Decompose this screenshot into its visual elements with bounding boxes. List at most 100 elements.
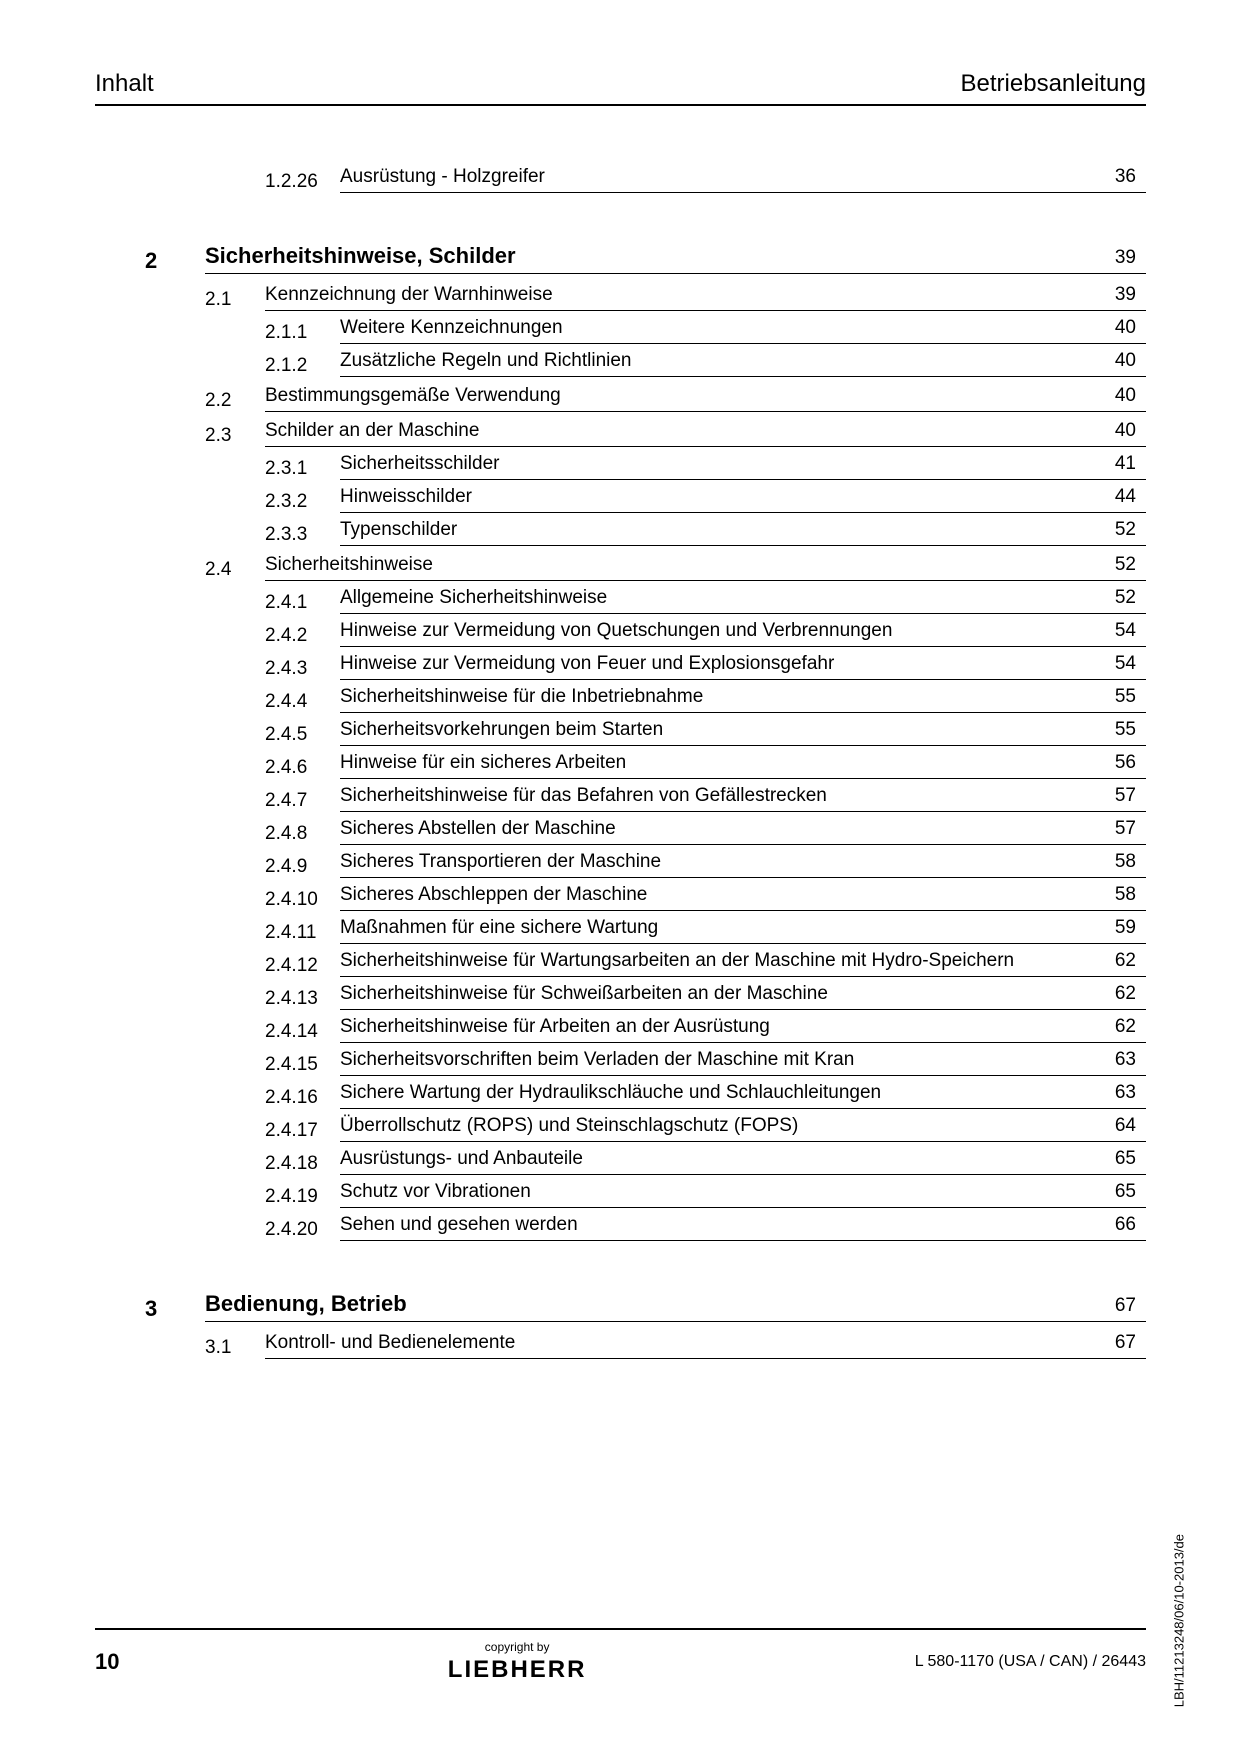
toc-chapter-page: 39 (1115, 247, 1136, 269)
toc-sub-title: Sicheres Transportieren der Maschine (340, 851, 681, 873)
toc-section-title: Kontroll- und Bedienelemente (265, 1332, 535, 1354)
toc-sub-page: 44 (1115, 486, 1136, 508)
toc-sub-page: 65 (1115, 1148, 1136, 1170)
toc-sub-page: 64 (1115, 1115, 1136, 1137)
toc-section-page: 39 (1115, 284, 1136, 306)
toc-sub-page: 56 (1115, 752, 1136, 774)
page-header: Inhalt Betriebsanleitung (95, 70, 1146, 106)
toc-sub-number: 2.3.2 (265, 491, 340, 513)
toc-chapter-title: Sicherheitshinweise, Schilder (205, 243, 536, 269)
toc-sub-cell: Sicherheitsschilder41 (340, 453, 1146, 480)
toc-sub-number: 2.4.15 (265, 1054, 340, 1076)
toc-sub-cell: Hinweise zur Vermeidung von Quetschungen… (340, 620, 1146, 647)
toc-chapter: 3Bedienung, Betrieb67 (145, 1291, 1146, 1322)
toc-sub: 2.4.4Sicherheitshinweise für die Inbetri… (145, 686, 1146, 713)
toc-content: 1.2.26Ausrüstung - Holzgreifer362Sicherh… (95, 166, 1146, 1359)
toc-sub-page: 52 (1115, 519, 1136, 541)
toc-sub-number: 2.4.12 (265, 955, 340, 977)
toc-sub-page: 62 (1115, 983, 1136, 1005)
toc-sub-title: Ausrüstungs- und Anbauteile (340, 1148, 603, 1170)
toc-section: 2.1Kennzeichnung der Warnhinweise 39 (145, 284, 1146, 311)
toc-sub-number: 2.4.1 (265, 592, 340, 614)
toc-sub: 2.4.17Überrollschutz (ROPS) und Steinsch… (145, 1115, 1146, 1142)
toc-sub-page: 55 (1115, 686, 1136, 708)
toc-sub-number: 2.4.16 (265, 1087, 340, 1109)
toc-sub-page: 57 (1115, 785, 1136, 807)
toc-sub-page: 54 (1115, 653, 1136, 675)
toc-sub-cell: Hinweisschilder44 (340, 486, 1146, 513)
toc-sub-number: 2.4.9 (265, 856, 340, 878)
toc-section-title: Schilder an der Maschine (265, 420, 499, 442)
toc-sub-title: Sichere Wartung der Hydraulikschläuche u… (340, 1082, 901, 1104)
toc-sub-page: 59 (1115, 917, 1136, 939)
toc-sub-cell: Sicherheitshinweise für die Inbetriebnah… (340, 686, 1146, 713)
toc-sub: 2.4.20Sehen und gesehen werden 66 (145, 1214, 1146, 1241)
toc-sub: 2.4.8Sicheres Abstellen der Maschine 57 (145, 818, 1146, 845)
toc-sub-title: Weitere Kennzeichnungen (340, 317, 583, 339)
toc-sub-title: Sicherheitshinweise für Arbeiten an der … (340, 1016, 790, 1038)
toc-sub-number: 2.4.20 (265, 1219, 340, 1241)
footer-copyright: copyright by (119, 1640, 914, 1654)
toc-sub-page: 65 (1115, 1181, 1136, 1203)
toc-section: 2.2Bestimmungsgemäße Verwendung40 (145, 385, 1146, 412)
toc-section-number: 2.1 (205, 289, 265, 311)
toc-section-cell: Bestimmungsgemäße Verwendung40 (265, 385, 1146, 412)
toc-sub-title: Hinweise für ein sicheres Arbeiten (340, 752, 646, 774)
toc-sub-number: 2.4.8 (265, 823, 340, 845)
toc-sub-page: 62 (1115, 1016, 1136, 1038)
toc-chapter-page: 67 (1115, 1295, 1136, 1317)
toc-sub-title: Sicherheitsschilder (340, 453, 519, 475)
toc-sub-number: 2.4.5 (265, 724, 340, 746)
toc-sub-number: 2.4.14 (265, 1021, 340, 1043)
header-right: Betriebsanleitung (961, 70, 1146, 98)
toc-sub: 2.3.3Typenschilder52 (145, 519, 1146, 546)
toc-chapter-cell: Bedienung, Betrieb67 (205, 1291, 1146, 1322)
toc-sub-page: 40 (1115, 317, 1136, 339)
header-left: Inhalt (95, 70, 154, 98)
toc-section-number: 2.2 (205, 390, 265, 412)
toc-sub-title: Hinweise zur Vermeidung von Quetschungen… (340, 620, 912, 642)
toc-sub: 2.4.15Sicherheitsvorschriften beim Verla… (145, 1049, 1146, 1076)
toc-sub-cell: Hinweise zur Vermeidung von Feuer und Ex… (340, 653, 1146, 680)
toc-sub-cell: Sicherheitshinweise für Schweißarbeiten … (340, 983, 1146, 1010)
toc-sub-page: 63 (1115, 1082, 1136, 1104)
toc-sub-title: Sicherheitshinweise für die Inbetriebnah… (340, 686, 723, 708)
toc-section-title: Sicherheitshinweise (265, 554, 453, 576)
toc-sub-page: 63 (1115, 1049, 1136, 1071)
toc-sub-title: Sicheres Abschleppen der Maschine (340, 884, 667, 906)
toc-sub: 2.4.10Sicheres Abschleppen der Maschine5… (145, 884, 1146, 911)
toc-sub-number: 2.4.3 (265, 658, 340, 680)
toc-section-title: Kennzeichnung der Warnhinweise (265, 284, 573, 306)
toc-sub-page: 57 (1115, 818, 1136, 840)
toc-sub-cell: Maßnahmen für eine sichere Wartung59 (340, 917, 1146, 944)
toc-section-page: 40 (1115, 420, 1136, 442)
toc-section-number: 2.4 (205, 559, 265, 581)
footer-page-number: 10 (95, 1649, 119, 1675)
footer-document-id: L 580-1170 (USA / CAN) / 26443 (915, 1653, 1146, 1671)
toc-sub-title: Sehen und gesehen werden (340, 1214, 598, 1236)
toc-chapter-number: 2 (145, 248, 205, 274)
toc-sub-cell: Sicherheitshinweise für das Befahren von… (340, 785, 1146, 812)
toc-sub-cell: Sicheres Abstellen der Maschine 57 (340, 818, 1146, 845)
toc-sub: 2.4.12Sicherheitshinweise für Wartungsar… (145, 950, 1146, 977)
toc-sub-cell: Überrollschutz (ROPS) und Steinschlagsch… (340, 1115, 1146, 1142)
toc-sub-title: Zusätzliche Regeln und Richtlinien (340, 350, 652, 372)
page-footer: 10 copyright by LIEBHERR L 580-1170 (USA… (95, 1628, 1146, 1684)
toc-sub-cell: Sicherheitshinweise für Wartungsarbeiten… (340, 950, 1146, 977)
toc-sub-page: 36 (1115, 166, 1136, 188)
toc-sub-number: 2.1.1 (265, 322, 340, 344)
toc-sub-number: 2.4.18 (265, 1153, 340, 1175)
toc-section-cell: Sicherheitshinweise52 (265, 554, 1146, 581)
toc-sub-number: 2.4.17 (265, 1120, 340, 1142)
toc-sub: 2.3.2Hinweisschilder44 (145, 486, 1146, 513)
toc-sub-title: Sicheres Abstellen der Maschine (340, 818, 636, 840)
toc-section: 3.1Kontroll- und Bedienelemente67 (145, 1332, 1146, 1359)
toc-sub-page: 66 (1115, 1214, 1136, 1236)
toc-sub-cell: Hinweise für ein sicheres Arbeiten 56 (340, 752, 1146, 779)
toc-sub-number: 2.4.11 (265, 922, 340, 944)
toc-chapter-number: 3 (145, 1296, 205, 1322)
toc-sub: 2.4.3Hinweise zur Vermeidung von Feuer u… (145, 653, 1146, 680)
toc-section: 2.4Sicherheitshinweise52 (145, 554, 1146, 581)
toc-sub-number: 2.4.4 (265, 691, 340, 713)
toc-chapter-cell: Sicherheitshinweise, Schilder 39 (205, 243, 1146, 274)
